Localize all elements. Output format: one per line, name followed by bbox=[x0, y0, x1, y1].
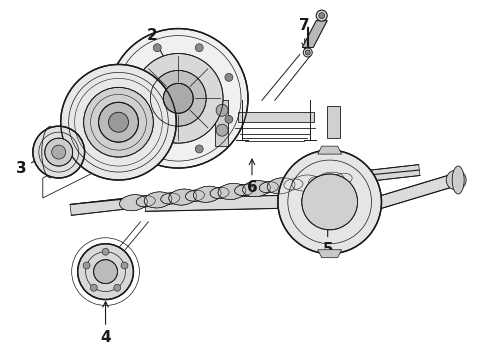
Circle shape bbox=[77, 244, 133, 300]
Circle shape bbox=[305, 50, 310, 55]
Text: 5: 5 bbox=[322, 209, 333, 257]
Circle shape bbox=[108, 28, 248, 168]
Text: 2: 2 bbox=[147, 28, 173, 75]
Text: 1: 1 bbox=[107, 109, 118, 148]
Circle shape bbox=[216, 124, 228, 136]
Circle shape bbox=[216, 104, 228, 116]
Circle shape bbox=[133, 54, 223, 143]
Ellipse shape bbox=[452, 166, 464, 194]
Ellipse shape bbox=[194, 186, 221, 202]
Ellipse shape bbox=[259, 182, 278, 193]
Circle shape bbox=[121, 262, 128, 269]
Circle shape bbox=[195, 145, 203, 153]
Ellipse shape bbox=[144, 192, 172, 208]
Circle shape bbox=[302, 174, 358, 230]
Ellipse shape bbox=[317, 172, 344, 188]
Circle shape bbox=[150, 71, 206, 126]
Text: 4: 4 bbox=[100, 302, 111, 345]
Circle shape bbox=[278, 150, 382, 254]
Ellipse shape bbox=[218, 183, 246, 199]
Ellipse shape bbox=[267, 178, 295, 194]
Ellipse shape bbox=[169, 189, 196, 205]
Circle shape bbox=[102, 248, 109, 255]
Ellipse shape bbox=[210, 187, 229, 198]
Polygon shape bbox=[238, 112, 314, 122]
Circle shape bbox=[114, 284, 121, 291]
Text: 3: 3 bbox=[16, 154, 49, 176]
Circle shape bbox=[84, 87, 153, 157]
Circle shape bbox=[33, 126, 85, 178]
Ellipse shape bbox=[292, 175, 319, 191]
Ellipse shape bbox=[136, 196, 155, 207]
Circle shape bbox=[446, 170, 466, 190]
Circle shape bbox=[61, 64, 176, 180]
Ellipse shape bbox=[309, 176, 327, 187]
Ellipse shape bbox=[284, 179, 303, 190]
Circle shape bbox=[90, 284, 98, 291]
Text: 6: 6 bbox=[246, 159, 257, 195]
Circle shape bbox=[318, 13, 325, 19]
Polygon shape bbox=[215, 100, 228, 146]
Ellipse shape bbox=[333, 173, 352, 184]
Text: 7: 7 bbox=[299, 18, 310, 49]
Ellipse shape bbox=[243, 181, 270, 197]
Circle shape bbox=[225, 73, 233, 81]
Circle shape bbox=[163, 84, 193, 113]
Polygon shape bbox=[206, 112, 215, 124]
Circle shape bbox=[123, 73, 132, 81]
Circle shape bbox=[123, 115, 132, 123]
Ellipse shape bbox=[120, 195, 147, 211]
Circle shape bbox=[225, 115, 233, 123]
Circle shape bbox=[98, 102, 138, 142]
Ellipse shape bbox=[185, 190, 204, 201]
Polygon shape bbox=[146, 195, 278, 211]
Circle shape bbox=[83, 262, 90, 269]
Ellipse shape bbox=[235, 185, 254, 195]
Circle shape bbox=[94, 260, 118, 284]
Circle shape bbox=[52, 145, 66, 159]
Ellipse shape bbox=[161, 193, 180, 204]
Polygon shape bbox=[318, 146, 342, 154]
Polygon shape bbox=[318, 250, 342, 258]
Polygon shape bbox=[327, 106, 340, 138]
Circle shape bbox=[153, 44, 161, 52]
Circle shape bbox=[303, 48, 312, 57]
Circle shape bbox=[45, 138, 73, 166]
Circle shape bbox=[195, 44, 203, 52]
Circle shape bbox=[108, 112, 128, 132]
Circle shape bbox=[316, 10, 327, 21]
Circle shape bbox=[153, 145, 161, 153]
Polygon shape bbox=[70, 165, 420, 215]
Polygon shape bbox=[302, 21, 327, 48]
Polygon shape bbox=[382, 174, 454, 208]
